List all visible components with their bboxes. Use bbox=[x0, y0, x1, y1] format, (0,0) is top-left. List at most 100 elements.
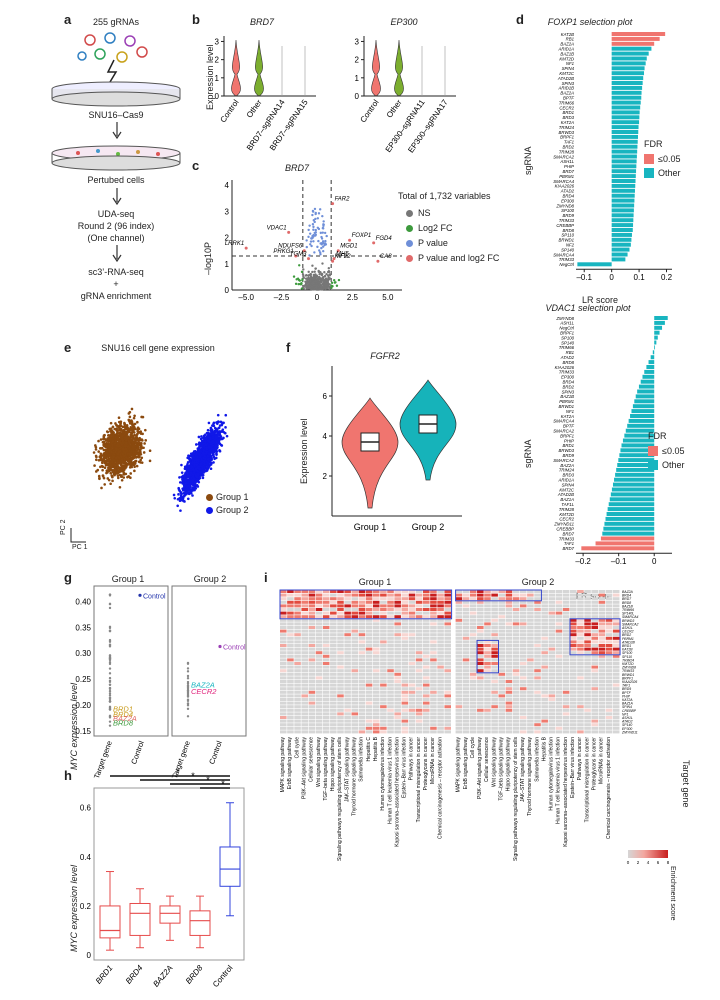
tick-label: 0.20 bbox=[75, 701, 91, 710]
heatmap-cell bbox=[280, 708, 287, 712]
i-heatmap: BAZ2ABRD4BRD7BRD8BAZ1BTRIM66SP140LSMARCA… bbox=[279, 589, 670, 865]
heatmap-cell bbox=[294, 680, 301, 683]
seq-label-1: sc3’-RNA-seq bbox=[88, 267, 144, 277]
heatmap-cell bbox=[322, 683, 330, 687]
heatmap-cell bbox=[444, 654, 451, 658]
cell-point-group1 bbox=[106, 469, 109, 472]
lr-bar bbox=[615, 472, 655, 477]
heatmap-cell bbox=[380, 669, 387, 673]
tick-label: 1 bbox=[355, 74, 360, 83]
lr-bar bbox=[611, 188, 635, 193]
heatmap-cell bbox=[423, 687, 430, 691]
heatmap-cell bbox=[408, 683, 416, 687]
gene-point bbox=[332, 257, 336, 261]
cell-point-group2 bbox=[186, 463, 189, 466]
heatmap-cell bbox=[365, 636, 373, 640]
cell-point-group1 bbox=[136, 428, 139, 431]
cell-point-group1 bbox=[127, 436, 131, 440]
heatmap-cell bbox=[322, 719, 330, 723]
heatmap-cell bbox=[344, 716, 351, 719]
heatmap-cell bbox=[365, 690, 373, 694]
heatmap-cell bbox=[287, 654, 294, 658]
heatmap-cell bbox=[365, 698, 373, 701]
heatmap-cell bbox=[380, 683, 387, 687]
heatmap-cell bbox=[408, 723, 416, 727]
heatmap-cell bbox=[387, 593, 394, 597]
gene-point bbox=[186, 698, 190, 701]
heatmap-cell bbox=[301, 698, 308, 701]
cell-point-group1 bbox=[136, 446, 139, 450]
heatmap-cell bbox=[330, 633, 337, 637]
lr-bar bbox=[581, 546, 655, 551]
heatmap-cell bbox=[394, 687, 401, 691]
cell-point-group2 bbox=[186, 497, 190, 501]
heatmap-cell bbox=[315, 716, 323, 719]
heatmap-cell bbox=[415, 726, 423, 730]
tick-label: 6 bbox=[323, 392, 328, 401]
heatmap-cell bbox=[423, 590, 430, 593]
heatmap-cell bbox=[415, 672, 423, 676]
box bbox=[189, 910, 211, 936]
heatmap-cell bbox=[444, 604, 451, 608]
heatmap-cell bbox=[401, 618, 409, 622]
heatmap-cell bbox=[358, 690, 366, 694]
heatmap-cell bbox=[358, 716, 366, 719]
heatmap-cell bbox=[280, 719, 287, 723]
category-label: Control bbox=[207, 739, 224, 765]
heatmap-cell bbox=[330, 665, 337, 669]
volcano-point bbox=[302, 276, 305, 279]
sgrna-label: BRD8 bbox=[563, 228, 575, 233]
cell-point-group1 bbox=[127, 412, 131, 415]
heatmap-cell bbox=[372, 712, 380, 716]
heatmap-cell bbox=[437, 629, 444, 633]
cell-point-group2 bbox=[178, 499, 182, 503]
sgrna-label: ATAD2 bbox=[560, 189, 575, 194]
sgrna-label: BAZ1A bbox=[560, 497, 574, 502]
cell-point-group1 bbox=[94, 448, 98, 451]
heatmap-cell bbox=[315, 654, 323, 658]
heatmap-cell bbox=[322, 597, 330, 601]
heatmap-cell bbox=[337, 701, 344, 705]
heatmap-cell bbox=[358, 694, 366, 698]
heatmap-cell bbox=[301, 719, 308, 723]
heatmap-cell bbox=[330, 644, 337, 647]
heatmap-cell bbox=[423, 690, 430, 694]
cell-point-group1 bbox=[109, 471, 113, 475]
heatmap-cell bbox=[301, 680, 308, 683]
heatmap-cell bbox=[337, 647, 344, 651]
heatmap-cell bbox=[351, 654, 359, 658]
lr-bar bbox=[611, 218, 634, 223]
heatmap-cell bbox=[280, 622, 287, 626]
heatmap-cell bbox=[401, 611, 409, 615]
cell-point-group1 bbox=[108, 466, 112, 469]
cell-point-group2 bbox=[207, 431, 210, 435]
volcano-point bbox=[317, 281, 320, 284]
sgrna-label: BAZ1B bbox=[560, 51, 574, 56]
heatmap-cell bbox=[315, 611, 323, 615]
heatmap-cell bbox=[455, 626, 463, 629]
heatmap-cell bbox=[294, 618, 301, 622]
volcano-point bbox=[323, 274, 327, 278]
cell-point-group2 bbox=[190, 476, 193, 480]
volcano-point bbox=[305, 239, 308, 242]
lr-bar bbox=[654, 335, 658, 340]
volcano-point bbox=[317, 212, 321, 215]
gene-point bbox=[186, 690, 190, 693]
cell-point-group2 bbox=[178, 476, 181, 479]
heatmap-cell bbox=[408, 676, 416, 680]
sgrna-label: ATAD2 bbox=[560, 355, 575, 360]
gene-point bbox=[331, 259, 335, 263]
cell-point-group2 bbox=[217, 426, 221, 430]
heatmap-cell bbox=[380, 726, 387, 730]
panel-label-e: e bbox=[64, 340, 72, 355]
sgrna-label: ARID1A bbox=[557, 478, 574, 483]
tick-label: 1 bbox=[215, 74, 220, 83]
heatmap-cell bbox=[423, 680, 430, 683]
heatmap-cell bbox=[423, 608, 430, 611]
category-label: Control bbox=[129, 739, 146, 765]
volcano-point bbox=[312, 278, 315, 282]
cell-point-group1 bbox=[118, 449, 122, 453]
heatmap-cell bbox=[415, 640, 423, 644]
heatmap-cell bbox=[330, 690, 337, 694]
heatmap-cell bbox=[365, 633, 373, 637]
